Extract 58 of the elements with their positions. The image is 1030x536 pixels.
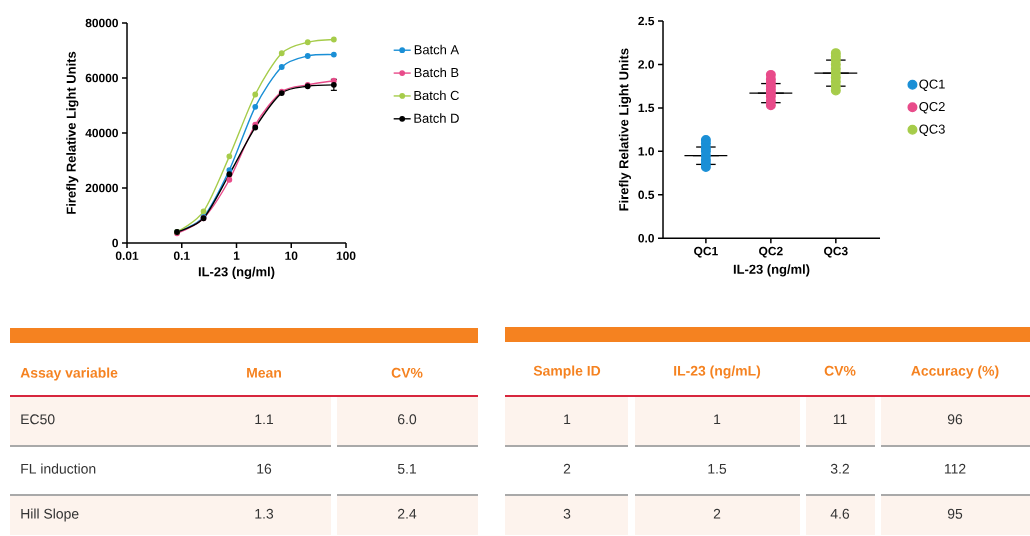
category-label: Accuracy (%): [911, 365, 999, 379]
y-axis-title: Firefly Relative Light Units: [66, 51, 79, 214]
text: 2: [563, 463, 571, 474]
y-tick-label: 0: [112, 238, 118, 248]
legend-label: QC3: [919, 124, 945, 137]
y-axis-title: Firefly Relative Light Units: [618, 48, 632, 211]
text: 2.4: [398, 508, 417, 519]
y-tick-label: 2.5: [638, 16, 655, 26]
text: 3: [563, 508, 571, 519]
text: 112: [944, 463, 966, 474]
text: FL induction: [21, 463, 96, 474]
text: EC50: [21, 414, 55, 425]
y-tick-label: 0.0: [638, 234, 654, 243]
x-tick-label: 100: [336, 251, 356, 260]
legend-label: QC1: [919, 79, 945, 91]
y-tick-label: 0.5: [638, 190, 655, 200]
category-label: IL-23 (ng/mL): [674, 365, 761, 379]
x-tick-label: QC1: [694, 246, 718, 258]
text: 5.1: [397, 464, 417, 474]
legend-label: Batch D: [414, 113, 459, 123]
text: 16: [257, 463, 272, 474]
y-tick-label: 80000: [85, 18, 118, 28]
x-tick-label: 1: [233, 251, 240, 260]
text: 1.1: [255, 414, 274, 425]
x-axis-title: IL-23 (ng/ml): [733, 264, 810, 277]
text: 95: [947, 508, 963, 519]
y-tick-label: 40000: [85, 128, 118, 138]
x-tick-label: QC2: [759, 246, 783, 258]
category-label: Mean: [247, 368, 281, 378]
x-axis-title: IL-23 (ng/ml): [198, 266, 275, 279]
text: 96: [947, 414, 963, 425]
x-tick-label: 10: [285, 251, 298, 260]
text: 4.6: [830, 508, 850, 519]
text: Hill Slope: [21, 508, 79, 522]
y-tick-label: 1.0: [638, 147, 654, 156]
text: 3.2: [830, 463, 849, 474]
y-tick-label: 20000: [85, 183, 118, 193]
text: 11: [833, 414, 847, 425]
text: 2: [713, 508, 721, 519]
legend-label: Batch A: [414, 44, 460, 55]
category-label: Sample ID: [533, 365, 601, 379]
text: 1.3: [255, 508, 274, 519]
y-tick-label: 60000: [85, 73, 118, 83]
x-tick-label: 0.1: [173, 251, 190, 260]
text: 1: [564, 414, 571, 425]
category-label: Assay variable: [20, 367, 118, 381]
text: 6.0: [398, 414, 417, 425]
text: 1.5: [708, 464, 727, 474]
legend-label: Batch B: [414, 67, 459, 78]
legend-label: QC2: [919, 102, 945, 114]
x-tick-label: 0.01: [115, 251, 139, 260]
text: 1: [714, 414, 721, 425]
category-label: CV%: [391, 367, 423, 378]
category-label: CV%: [824, 365, 856, 376]
x-tick-label: QC3: [824, 246, 848, 258]
legend-label: Batch C: [414, 90, 459, 101]
y-tick-label: 2.0: [638, 60, 654, 69]
y-tick-label: 1.5: [638, 103, 655, 113]
